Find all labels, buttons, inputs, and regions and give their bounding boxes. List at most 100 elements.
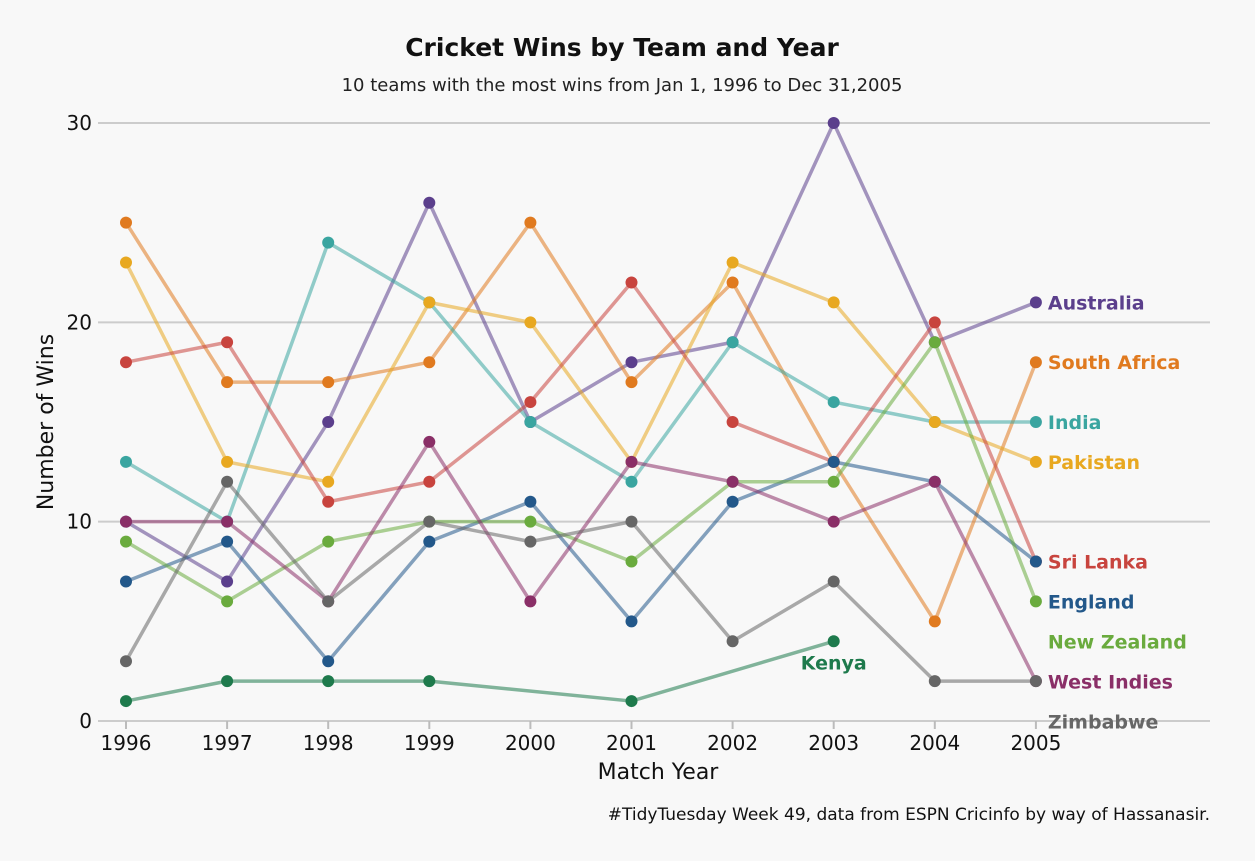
data-point-india — [625, 475, 638, 488]
series-line-australia — [125, 121, 1037, 584]
series-label-india: India — [1048, 412, 1102, 434]
data-point-zimbabwe — [625, 515, 638, 528]
data-point-australia — [625, 356, 638, 369]
data-point-west-indies — [726, 475, 739, 488]
y-tick-label: 20 — [67, 310, 92, 334]
data-point-sri-lanka — [524, 396, 537, 409]
data-point-england — [221, 535, 234, 548]
series-label-south-africa: South Africa — [1048, 352, 1180, 374]
data-point-australia — [827, 117, 840, 129]
series-lines — [124, 121, 1038, 703]
data-point-zimbabwe — [1029, 675, 1042, 688]
data-point-kenya — [625, 695, 638, 708]
data-point-kenya — [827, 635, 840, 648]
series-label-england: England — [1048, 592, 1135, 614]
series-line-kenya — [125, 639, 835, 703]
data-point-south-africa — [1029, 356, 1042, 369]
y-tick-label: 10 — [67, 510, 92, 534]
data-point-pakistan — [524, 316, 537, 329]
data-point-new-zealand — [221, 595, 234, 608]
data-point-zimbabwe — [524, 535, 537, 548]
chart-subtitle: 10 teams with the most wins from Jan 1, … — [342, 75, 903, 96]
data-point-england — [524, 495, 537, 508]
data-point-new-zealand — [625, 555, 638, 568]
data-point-new-zealand — [928, 336, 941, 349]
data-point-south-africa — [524, 216, 537, 229]
x-tick-label: 1999 — [404, 731, 455, 755]
data-point-south-africa — [221, 376, 234, 389]
data-point-new-zealand — [827, 475, 840, 488]
gridlines — [98, 122, 1210, 722]
x-tick-label: 1998 — [303, 731, 354, 755]
series-label-kenya: Kenya — [801, 652, 867, 674]
series-label-sri-lanka: Sri Lanka — [1048, 552, 1148, 574]
data-point-australia — [1029, 296, 1042, 309]
data-point-west-indies — [120, 515, 132, 528]
data-point-sri-lanka — [120, 356, 132, 369]
data-point-england — [322, 655, 335, 668]
series-line-sri-lanka — [125, 280, 1038, 563]
series-label-zimbabwe: Zimbabwe — [1048, 712, 1159, 734]
data-point-pakistan — [322, 475, 335, 488]
data-point-india — [1029, 416, 1042, 428]
data-point-kenya — [120, 695, 132, 708]
data-point-south-africa — [322, 376, 335, 389]
data-point-south-africa — [625, 376, 638, 389]
series-points — [120, 117, 1042, 708]
chart-caption: #TidyTuesday Week 49, data from ESPN Cri… — [608, 805, 1210, 825]
data-point-england — [423, 535, 436, 548]
data-point-sri-lanka — [322, 495, 335, 508]
series-line-england — [125, 460, 1037, 663]
data-point-india — [726, 336, 739, 349]
data-point-west-indies — [928, 475, 941, 488]
data-point-kenya — [221, 675, 234, 688]
data-point-pakistan — [423, 296, 436, 309]
data-point-new-zealand — [322, 535, 335, 548]
series-label-australia: Australia — [1048, 292, 1145, 314]
data-point-england — [1029, 555, 1042, 568]
x-tick-label: 1997 — [202, 731, 253, 755]
data-point-west-indies — [827, 515, 840, 528]
data-point-australia — [322, 416, 335, 428]
data-point-pakistan — [928, 416, 941, 428]
data-point-sri-lanka — [625, 276, 638, 289]
data-point-zimbabwe — [423, 515, 436, 528]
x-tick-label: 1996 — [101, 731, 152, 755]
series-line-new-zealand — [125, 340, 1038, 604]
data-point-new-zealand — [120, 535, 132, 548]
data-point-india — [524, 416, 537, 428]
data-point-zimbabwe — [726, 635, 739, 648]
x-tick-label: 2005 — [1010, 731, 1061, 755]
y-tick-label: 0 — [79, 709, 92, 733]
data-point-england — [827, 455, 840, 468]
data-point-zimbabwe — [928, 675, 941, 688]
data-point-kenya — [322, 675, 335, 688]
data-point-pakistan — [726, 256, 739, 269]
chart-title: Cricket Wins by Team and Year — [405, 33, 839, 62]
series-end-labels: Australia South Africa India Pakistan Sri La… — [801, 292, 1187, 733]
data-point-kenya — [423, 675, 436, 688]
data-point-west-indies — [221, 515, 234, 528]
data-point-india — [322, 236, 335, 249]
series-line-pakistan — [124, 260, 1037, 484]
x-tick-label: 2000 — [505, 731, 556, 755]
y-tick-label: 30 — [67, 111, 92, 135]
series-label-pakistan: Pakistan — [1048, 452, 1140, 474]
series-label-new-zealand: New Zealand — [1048, 632, 1187, 654]
data-point-zimbabwe — [221, 475, 234, 488]
data-point-england — [726, 495, 739, 508]
data-point-west-indies — [524, 595, 537, 608]
x-tick-label: 2002 — [707, 731, 758, 755]
x-tick-label: 2003 — [808, 731, 859, 755]
data-point-zimbabwe — [120, 655, 132, 668]
data-point-west-indies — [423, 435, 436, 448]
data-point-australia — [221, 575, 234, 588]
data-point-south-africa — [120, 216, 132, 229]
data-point-new-zealand — [524, 515, 537, 528]
data-point-zimbabwe — [322, 595, 335, 608]
axis-ticks: 0 10 20 30 1996 1997 1998 1999 2000 2001 2002 2003 2… — [67, 111, 1062, 755]
data-point-england — [120, 575, 132, 588]
data-point-south-africa — [726, 276, 739, 289]
data-point-new-zealand — [1029, 595, 1042, 608]
data-point-sri-lanka — [928, 316, 941, 329]
